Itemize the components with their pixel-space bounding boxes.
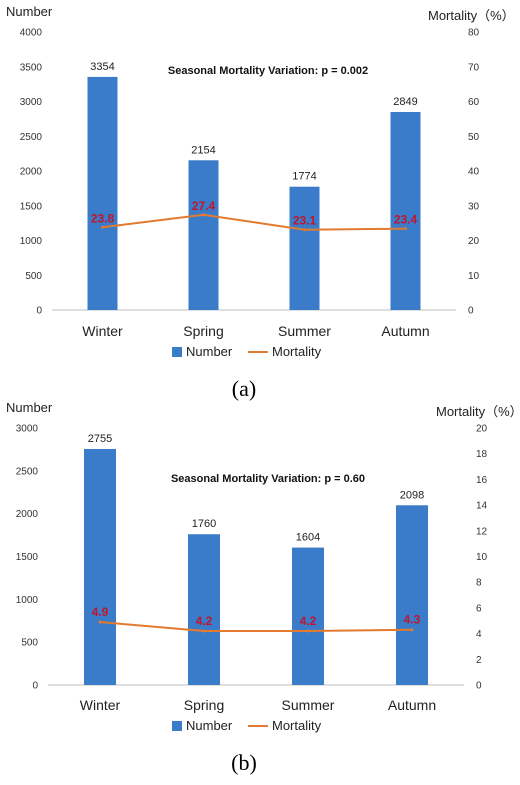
mortality-point bbox=[202, 629, 206, 633]
legend-swatch-number bbox=[172, 721, 182, 731]
y-left-tick-label: 2500 bbox=[16, 466, 39, 477]
y-left-tick-label: 500 bbox=[21, 638, 38, 649]
bar-value-label: 2755 bbox=[88, 433, 112, 445]
mortality-value-label: 27.4 bbox=[192, 199, 216, 213]
mortality-value-label: 4.3 bbox=[404, 613, 421, 627]
bar bbox=[188, 160, 219, 310]
y-right-tick-label: 30 bbox=[468, 201, 480, 212]
y-left-tick-label: 1000 bbox=[20, 236, 43, 247]
mortality-value-label: 4.9 bbox=[92, 605, 109, 619]
mortality-value-label: 23.8 bbox=[91, 211, 115, 225]
y-left-axis-title: Number bbox=[6, 4, 53, 19]
bar bbox=[396, 505, 428, 685]
chart-annotation: Seasonal Mortality Variation: p = 0.60 bbox=[171, 473, 365, 485]
mortality-value-label: 4.2 bbox=[300, 614, 317, 628]
mortality-point bbox=[98, 620, 102, 624]
mortality-value-label: 23.1 bbox=[293, 214, 317, 228]
y-left-tick-label: 4000 bbox=[20, 28, 43, 39]
bar bbox=[292, 547, 324, 685]
y-right-tick-label: 0 bbox=[476, 681, 482, 692]
bar-value-label: 2098 bbox=[400, 489, 424, 501]
y-left-tick-label: 2500 bbox=[20, 132, 43, 143]
mortality-point bbox=[410, 628, 414, 632]
y-right-tick-label: 12 bbox=[476, 526, 488, 537]
y-right-tick-label: 60 bbox=[468, 97, 480, 108]
x-category-label: Spring bbox=[183, 323, 223, 339]
y-right-tick-label: 18 bbox=[476, 449, 488, 460]
y-left-tick-label: 3000 bbox=[16, 424, 39, 435]
legend-swatch-number bbox=[172, 347, 182, 357]
x-category-label: Winter bbox=[82, 323, 123, 339]
mortality-value-label: 4.2 bbox=[196, 614, 213, 628]
chart-annotation: Seasonal Mortality Variation: p = 0.002 bbox=[168, 65, 368, 77]
y-right-tick-label: 70 bbox=[468, 62, 480, 73]
bar-value-label: 1604 bbox=[296, 532, 320, 544]
bar-value-label: 1774 bbox=[292, 171, 316, 183]
x-category-label: Summer bbox=[278, 323, 331, 339]
mortality-point bbox=[306, 629, 310, 633]
y-right-tick-label: 40 bbox=[468, 167, 480, 178]
x-category-label: Autumn bbox=[388, 697, 436, 713]
y-left-tick-label: 3500 bbox=[20, 62, 43, 73]
y-right-tick-label: 20 bbox=[468, 236, 480, 247]
legend-label-mortality: Mortality bbox=[272, 718, 322, 733]
x-category-label: Autumn bbox=[381, 323, 429, 339]
y-right-axis-title: Mortality（%） bbox=[428, 8, 515, 23]
y-left-tick-label: 1500 bbox=[20, 201, 43, 212]
y-left-tick-label: 2000 bbox=[20, 167, 43, 178]
y-left-tick-label: 2000 bbox=[16, 509, 39, 520]
mortality-point bbox=[202, 213, 205, 217]
y-left-tick-label: 3000 bbox=[20, 97, 43, 108]
bar-value-label: 1760 bbox=[192, 518, 216, 530]
bar-value-label: 2154 bbox=[191, 144, 215, 156]
y-right-tick-label: 80 bbox=[468, 28, 480, 39]
y-left-axis-title: Number bbox=[6, 400, 53, 415]
mortality-line bbox=[99, 621, 413, 633]
panel-label: (a) bbox=[232, 376, 256, 401]
bar bbox=[390, 111, 421, 310]
mortality-line bbox=[102, 213, 406, 231]
y-left-tick-label: 0 bbox=[36, 306, 42, 317]
legend-label-number: Number bbox=[186, 344, 233, 359]
y-right-tick-label: 4 bbox=[476, 629, 482, 640]
legend-label-number: Number bbox=[186, 718, 233, 733]
y-right-tick-label: 8 bbox=[476, 578, 482, 589]
y-right-tick-label: 10 bbox=[468, 271, 480, 282]
y-right-tick-label: 2 bbox=[476, 655, 482, 666]
bar-value-label: 3354 bbox=[90, 61, 114, 73]
bar bbox=[289, 186, 320, 310]
panel-label: (b) bbox=[231, 750, 257, 775]
mortality-point bbox=[404, 227, 407, 231]
y-left-tick-label: 1500 bbox=[16, 552, 39, 563]
x-category-label: Summer bbox=[282, 697, 335, 713]
mortality-point bbox=[303, 228, 306, 232]
x-category-label: Spring bbox=[184, 697, 224, 713]
y-right-tick-label: 50 bbox=[468, 132, 480, 143]
y-left-tick-label: 500 bbox=[25, 271, 42, 282]
mortality-point bbox=[101, 225, 104, 229]
y-left-tick-label: 0 bbox=[32, 681, 38, 692]
bar-value-label: 2849 bbox=[393, 96, 417, 108]
bar bbox=[87, 76, 118, 310]
y-right-tick-label: 6 bbox=[476, 603, 482, 614]
mortality-value-label: 23.4 bbox=[394, 213, 418, 227]
y-right-tick-label: 10 bbox=[476, 552, 488, 563]
y-right-tick-label: 0 bbox=[468, 306, 474, 317]
legend-label-mortality: Mortality bbox=[272, 344, 322, 359]
bar bbox=[84, 448, 116, 685]
bar bbox=[188, 534, 220, 685]
y-left-tick-label: 1000 bbox=[16, 595, 39, 606]
y-right-tick-label: 20 bbox=[476, 424, 488, 435]
y-right-axis-title: Mortality（%） bbox=[436, 404, 520, 419]
x-category-label: Winter bbox=[80, 697, 121, 713]
y-right-tick-label: 16 bbox=[476, 475, 488, 486]
y-right-tick-label: 14 bbox=[476, 501, 488, 512]
